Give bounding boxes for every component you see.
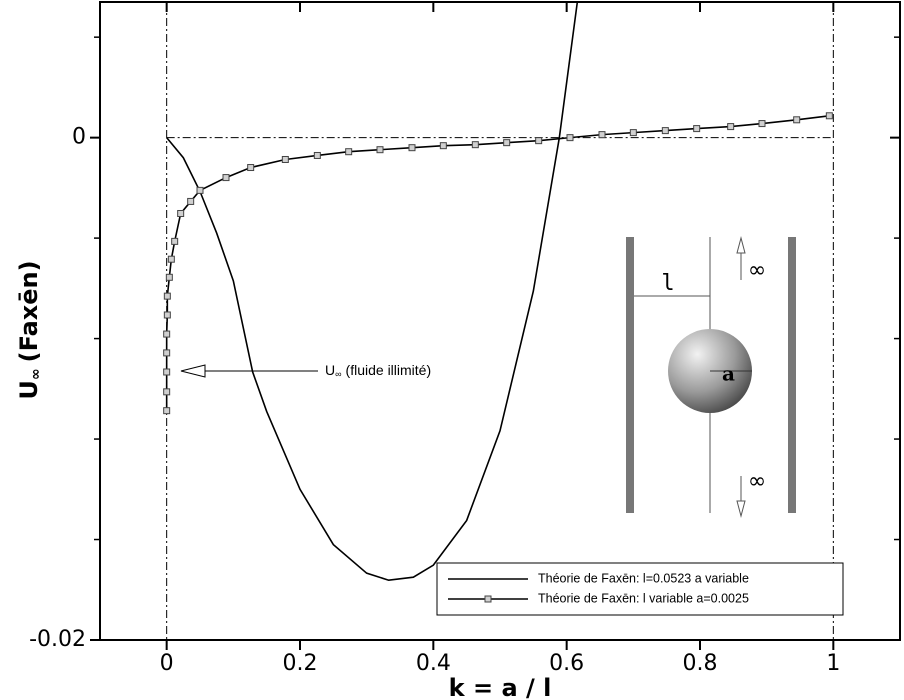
series-line (166, 2, 579, 582)
arrow-up-head (736, 236, 746, 254)
annotation-text: U∞ (fluide illimité) (325, 362, 431, 380)
point-marker (163, 368, 171, 376)
x-tick-label: 0 (160, 651, 174, 676)
point-marker (629, 129, 637, 137)
inset-label-inf-bottom: ∞ (748, 469, 766, 494)
legend: Théorie de Faxēn: l=0.0523 a variable Thé… (436, 562, 844, 616)
point-marker (566, 134, 574, 142)
point-marker (376, 146, 384, 154)
point-marker (247, 164, 255, 172)
inset-label-l: l (661, 271, 674, 296)
inset-diagram: l a ∞ ∞ (626, 236, 796, 518)
x-tick-label: 0.8 (683, 651, 718, 676)
point-marker (345, 148, 353, 156)
point-marker (177, 209, 185, 217)
point-marker (793, 116, 801, 124)
point-marker (313, 151, 321, 159)
annotation-arrowhead (180, 364, 206, 378)
point-marker (167, 255, 175, 263)
point-marker (163, 292, 171, 300)
point-marker (222, 174, 230, 182)
annotation: U∞ (fluide illimité) (180, 362, 431, 380)
point-marker (661, 127, 669, 135)
point-marker (408, 144, 416, 152)
x-tick-label: 0.4 (416, 651, 451, 676)
inset-label-a: a (722, 362, 735, 386)
annotation-body: (fluide illimité) (346, 362, 432, 378)
point-marker (503, 139, 511, 147)
legend-label: Théorie de Faxēn: l variable a=0.0025 (538, 591, 749, 605)
point-marker (727, 123, 735, 131)
point-marker (196, 186, 204, 194)
point-marker (163, 330, 171, 338)
point-marker (281, 155, 289, 163)
point-marker (758, 120, 766, 128)
wall-left (626, 237, 634, 513)
x-tick-label: 0.6 (549, 651, 584, 676)
plot-frame (99, 1, 901, 641)
point-marker (171, 237, 179, 245)
point-marker (187, 197, 195, 205)
y-axis-label: U∞ (Faxēn) (15, 260, 44, 399)
annotation-subscript: ∞ (335, 369, 341, 379)
reference-lines (166, 2, 834, 640)
y-axis-symbol: U (15, 380, 43, 400)
point-marker (439, 142, 447, 150)
legend-marker (484, 595, 492, 603)
point-marker (535, 137, 543, 145)
x-tick-label: 1 (826, 651, 840, 676)
inset-label-inf-top: ∞ (748, 258, 766, 283)
legend-label: Théorie de Faxēn: l=0.0523 a variable (538, 571, 749, 585)
x-tick-label: 0.2 (283, 651, 318, 676)
point-marker (163, 407, 171, 415)
point-marker (163, 388, 171, 396)
point-marker (163, 349, 171, 357)
plot-area (163, 2, 833, 582)
y-axis-subscript: ∞ (28, 368, 44, 380)
wall-right (788, 237, 796, 513)
y-tick-label: 0 (72, 125, 86, 150)
point-marker (471, 141, 479, 149)
y-tick-label: -0.02 (29, 627, 86, 652)
arrow-down-head (736, 500, 746, 518)
point-marker (165, 273, 173, 281)
legend-box (436, 562, 844, 616)
x-axis-label: k = a / l (449, 674, 552, 700)
annotation-symbol: U (325, 362, 335, 378)
point-marker (825, 112, 833, 120)
point-marker (163, 311, 171, 319)
point-marker (598, 131, 606, 139)
point-marker (693, 125, 701, 133)
y-axis-text: (Faxēn) (15, 260, 43, 362)
